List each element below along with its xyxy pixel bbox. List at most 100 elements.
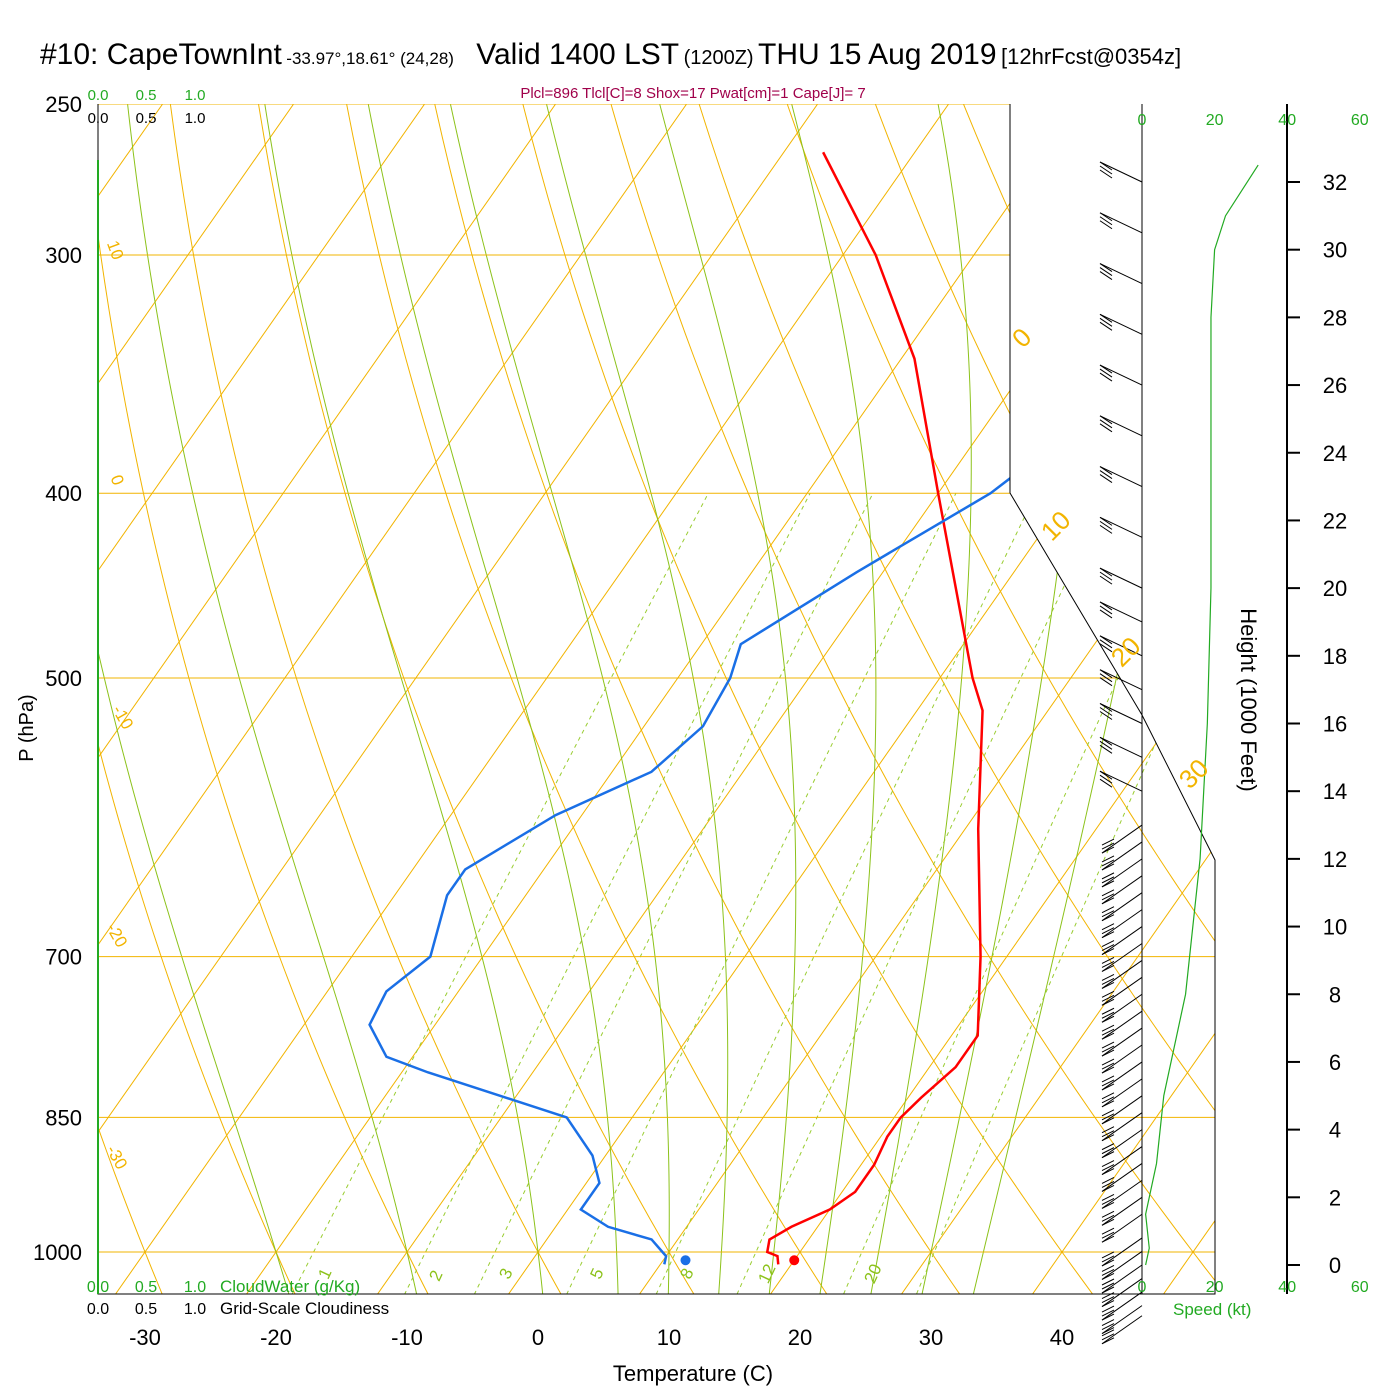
wind-barb-flag bbox=[1099, 466, 1113, 476]
x-tick-label: -20 bbox=[260, 1325, 292, 1350]
wind-barb bbox=[1101, 824, 1143, 854]
wind-barb bbox=[1101, 1251, 1143, 1280]
isotherm-line bbox=[875, 104, 1215, 1294]
x-tick-label: -30 bbox=[129, 1325, 161, 1350]
mixing-ratio-label: 2 bbox=[425, 1267, 446, 1284]
wind-barb-flag bbox=[1101, 1218, 1115, 1226]
wind-barb bbox=[1101, 1129, 1143, 1159]
wind-barb-flag bbox=[1101, 859, 1115, 867]
wind-barb-flag bbox=[1101, 842, 1115, 850]
height-tick-label: 8 bbox=[1329, 982, 1341, 1007]
moist-adiabat-line bbox=[782, 104, 877, 1294]
wind-barb-flag bbox=[1101, 990, 1115, 998]
moist-adiabat-line bbox=[537, 104, 729, 1294]
x-tick-label: -10 bbox=[391, 1325, 423, 1350]
wind-barb-flag bbox=[1101, 1265, 1115, 1272]
height-tick-label: 28 bbox=[1323, 305, 1347, 330]
zulu-time: (1200Z) bbox=[683, 47, 754, 69]
isotherm-line bbox=[613, 104, 1215, 1294]
height-axis-title: Height (1000 Feet) bbox=[1236, 608, 1261, 791]
wind-barb bbox=[1101, 1163, 1143, 1192]
wind-barb-flag bbox=[1101, 1049, 1115, 1057]
wind-barb bbox=[1099, 601, 1143, 623]
speed-axis-title: Speed (kt) bbox=[1173, 1300, 1251, 1319]
wind-barb-flag bbox=[1099, 677, 1113, 687]
wind-barb bbox=[1101, 943, 1143, 972]
moist-adiabat-line bbox=[964, 104, 1215, 1294]
wind-barb-flag bbox=[1099, 165, 1113, 175]
wind-barb bbox=[1101, 909, 1143, 939]
mixing-ratio-line bbox=[830, 493, 1204, 1294]
wind-barb-flag bbox=[1101, 1164, 1115, 1171]
wind-barb-flag bbox=[1101, 1235, 1115, 1243]
wind-barb-flag bbox=[1101, 872, 1115, 880]
wind-barb bbox=[1099, 516, 1143, 538]
speed-tick-label-bottom: 20 bbox=[1206, 1279, 1224, 1296]
moist-adiabat-line bbox=[913, 104, 1087, 1294]
wind-barb bbox=[1101, 1061, 1143, 1091]
isotherm-line bbox=[1006, 104, 1215, 1294]
height-tick-label: 14 bbox=[1323, 779, 1347, 804]
wind-barb-flag bbox=[1099, 639, 1113, 649]
wind-barb bbox=[1101, 1146, 1143, 1175]
station-coords: -33.97°,18.61° (24,28) bbox=[286, 49, 454, 68]
wind-barb-flag bbox=[1099, 516, 1113, 526]
wind-barb-flag bbox=[1101, 998, 1115, 1006]
cloudiness-scale-top: 0.0 bbox=[88, 110, 109, 127]
wind-barb bbox=[1099, 212, 1143, 234]
wind-barb-flag bbox=[1099, 601, 1113, 611]
isotherm-label: 10 bbox=[103, 238, 127, 262]
cloudwater-scale-bottom: 0.0 bbox=[87, 1279, 109, 1296]
valid-date: THU 15 Aug 2019 bbox=[758, 38, 997, 71]
surface-temperature-dot bbox=[789, 1255, 800, 1266]
dry-adiabat-line bbox=[252, 104, 717, 1294]
cloudiness-label: Grid-Scale Cloudiness bbox=[220, 1299, 389, 1318]
height-tick-label: 6 bbox=[1329, 1050, 1341, 1075]
wind-barb-flag bbox=[1101, 1201, 1115, 1209]
wind-barb bbox=[1101, 858, 1143, 888]
wind-barb bbox=[1101, 875, 1143, 905]
wind-barb-flag bbox=[1101, 1134, 1115, 1142]
dry-adiabat-line bbox=[601, 104, 1215, 1294]
height-tick-label: 30 bbox=[1323, 238, 1347, 263]
isotherm-line bbox=[98, 104, 580, 1294]
wind-barb bbox=[1101, 1010, 1143, 1040]
wind-barb-flag bbox=[1101, 1292, 1115, 1299]
x-tick-label: 30 bbox=[919, 1325, 943, 1350]
speed-tick-label-bottom: 0 bbox=[1138, 1279, 1147, 1296]
y-tick-label: 500 bbox=[45, 666, 82, 691]
speed-tick-label-top: 60 bbox=[1351, 112, 1369, 129]
dry-adiabat-line bbox=[1123, 104, 1215, 1294]
wind-barb-flag bbox=[1101, 1117, 1115, 1125]
wind-panel: 0246810121416182022242628303200202040406… bbox=[1099, 104, 1369, 1345]
wind-barb-flag bbox=[1101, 1126, 1115, 1134]
wind-barb-flag bbox=[1101, 1337, 1115, 1345]
wind-barb bbox=[1099, 567, 1143, 589]
wind-barb-flag bbox=[1101, 1227, 1115, 1235]
dry-adiabat-line bbox=[98, 104, 179, 1294]
wind-barb-flag bbox=[1099, 415, 1113, 425]
wind-barb-flag bbox=[1099, 575, 1113, 585]
wind-barb-flag bbox=[1101, 923, 1115, 931]
sounding-parameters: Plcl=896 Tlcl[C]=8 Shox=17 Pwat[cm]=1 Ca… bbox=[520, 85, 865, 102]
wind-barb-flag bbox=[1099, 419, 1113, 429]
station-title: #10: CapeTownInt bbox=[40, 38, 282, 71]
wind-barb-flag bbox=[1101, 914, 1115, 922]
wind-barb-flag bbox=[1101, 1193, 1115, 1201]
wind-barb bbox=[1101, 1264, 1143, 1294]
wind-barb-flag bbox=[1101, 1147, 1115, 1155]
wind-barb-flag bbox=[1099, 317, 1113, 327]
wind-barb bbox=[1101, 1213, 1143, 1243]
wind-barb-flag bbox=[1099, 736, 1113, 746]
mixing-ratio-label: 3 bbox=[495, 1265, 516, 1282]
wind-barb bbox=[1101, 926, 1143, 955]
wind-barb-flag bbox=[1101, 1058, 1115, 1066]
wind-barb-flag bbox=[1101, 1323, 1115, 1331]
isotherm-label: 10 bbox=[1035, 505, 1077, 547]
wind-barb-flag bbox=[1099, 474, 1113, 484]
isotherm-line bbox=[220, 104, 1104, 1294]
wind-barb-flag bbox=[1101, 1231, 1115, 1239]
wind-barb-flag bbox=[1099, 524, 1113, 534]
wind-barb-flag bbox=[1101, 1151, 1115, 1159]
wind-barb-flag bbox=[1099, 567, 1113, 577]
